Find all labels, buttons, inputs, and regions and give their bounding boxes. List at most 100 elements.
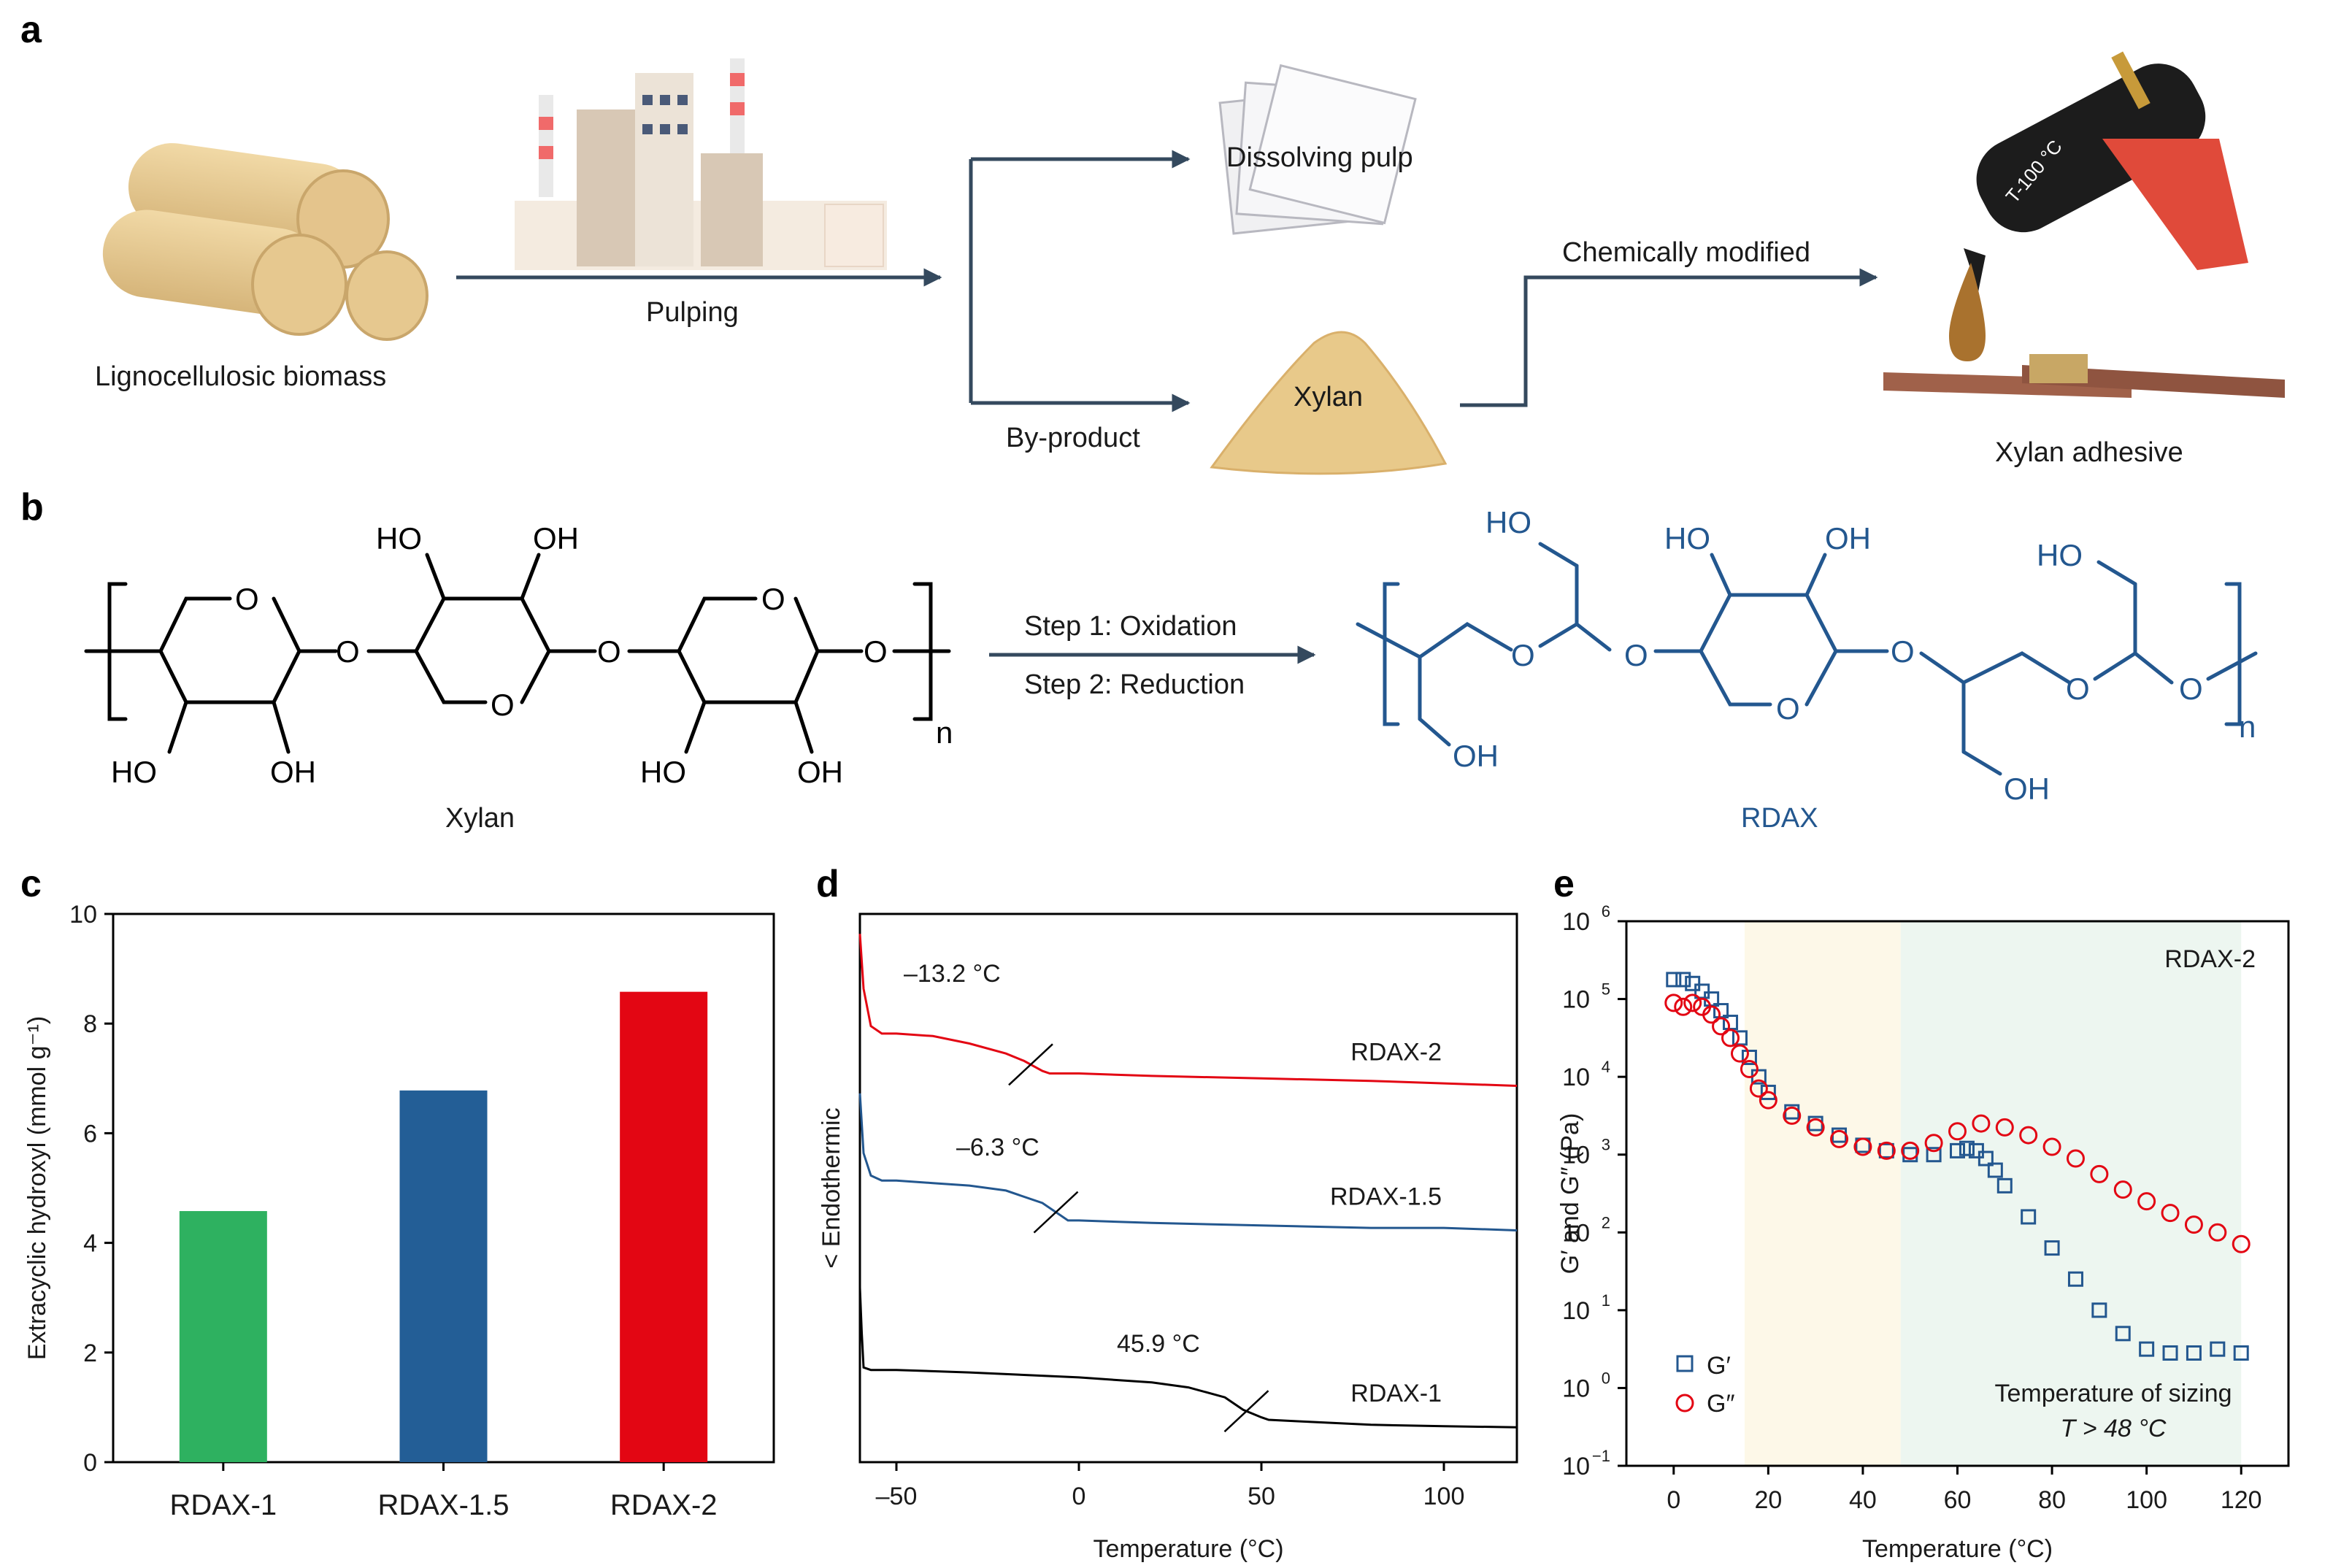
gprime-point bbox=[2091, 1302, 2107, 1318]
gdoubleprime-point bbox=[2161, 1204, 2180, 1223]
gprime-point bbox=[2210, 1341, 2226, 1357]
y-tick-label: 10 bbox=[1562, 1375, 1590, 1402]
y-tick-exponent: 4 bbox=[1602, 1058, 1610, 1076]
panel-label-d: d bbox=[816, 863, 839, 905]
gdoubleprime-point bbox=[1972, 1114, 1991, 1133]
gprime-point bbox=[1987, 1162, 2003, 1178]
biomass-label: Lignocellulosic biomass bbox=[95, 361, 386, 392]
xylan-label: Xylan bbox=[1294, 382, 1363, 412]
gdoubleprime-point bbox=[1853, 1137, 1872, 1156]
x-tick-label: 100 bbox=[2126, 1486, 2167, 1514]
svg-text:O: O bbox=[1511, 638, 1535, 672]
glue-gun-illustration: T-100 °C bbox=[1949, 51, 2248, 361]
legend-marker-gprime bbox=[1676, 1355, 1694, 1372]
gdoubleprime-point bbox=[1806, 1118, 1825, 1137]
svg-text:OH: OH bbox=[1825, 521, 1871, 556]
gdoubleprime-point bbox=[2066, 1149, 2085, 1168]
y-axis-label: < Endothermic bbox=[818, 1107, 845, 1268]
gdoubleprime-point bbox=[1901, 1141, 1920, 1160]
svg-text:HO: HO bbox=[2037, 538, 2083, 572]
wood-boards-illustration bbox=[1883, 354, 2285, 398]
svg-text:O: O bbox=[1891, 634, 1915, 669]
gprime-point bbox=[2186, 1345, 2202, 1361]
y-tick-label: 10 bbox=[1562, 908, 1590, 936]
gdoubleprime-point bbox=[1759, 1091, 1777, 1110]
panel-label-c: c bbox=[20, 863, 42, 905]
gprime-point bbox=[1950, 1142, 1965, 1158]
dissolving-pulp-label: Dissolving pulp bbox=[1226, 142, 1413, 173]
svg-text:OH: OH bbox=[2004, 772, 2050, 806]
svg-text:O: O bbox=[864, 634, 888, 669]
gdoubleprime-point bbox=[2232, 1234, 2251, 1253]
curve-rdax-1 bbox=[858, 1287, 1518, 1429]
svg-text:O: O bbox=[1776, 691, 1800, 726]
tg-marker bbox=[1033, 1191, 1079, 1234]
x-tick-label: 80 bbox=[2038, 1486, 2066, 1514]
x-axis-label: Temperature (°C) bbox=[1862, 1535, 2053, 1563]
gdoubleprime-point bbox=[1712, 1017, 1731, 1036]
svg-text:O: O bbox=[761, 582, 785, 616]
x-tick-label: RDAX-1.5 bbox=[377, 1489, 509, 1521]
y-tick-label: 8 bbox=[83, 1010, 97, 1038]
gprime-point bbox=[2021, 1209, 2037, 1225]
gprime-point bbox=[1760, 1084, 1776, 1100]
rdax-name: RDAX bbox=[1741, 803, 1818, 834]
gdoubleprime-point bbox=[1702, 1005, 1721, 1024]
tg-label: –6.3 °C bbox=[956, 1134, 1039, 1161]
plot-frame bbox=[858, 912, 1518, 1464]
svg-text:HO: HO bbox=[1485, 505, 1531, 539]
gprime-point bbox=[1732, 1030, 1748, 1046]
svg-text:OH: OH bbox=[533, 521, 579, 556]
gdoubleprime-point bbox=[1924, 1134, 1943, 1153]
svg-text:OH: OH bbox=[797, 755, 843, 789]
svg-text:O: O bbox=[491, 688, 515, 722]
y-axis-label: Extracyclic hydroxyl (mmol g⁻¹) bbox=[23, 1016, 51, 1360]
x-tick-label: RDAX-1 bbox=[169, 1489, 277, 1521]
svg-text:HO: HO bbox=[640, 755, 686, 789]
x-tick-label: 60 bbox=[1944, 1486, 1972, 1514]
tg-marker bbox=[1223, 1390, 1269, 1433]
gdoubleprime-point bbox=[1674, 997, 1693, 1016]
gprime-point bbox=[1685, 975, 1701, 991]
svg-text:n: n bbox=[936, 715, 953, 750]
gprime-point bbox=[1978, 1150, 1994, 1167]
gdoubleprime-point bbox=[2113, 1180, 2132, 1199]
dsc-chart: –50 0 50 100 Temperature (°C) < Endothermic RD… bbox=[818, 912, 1518, 1563]
gdoubleprime-point bbox=[1948, 1122, 1967, 1141]
xylan-name: Xylan bbox=[445, 803, 515, 834]
gdoubleprime-point bbox=[2184, 1215, 2203, 1234]
chem-mod-arrow bbox=[1460, 268, 1878, 407]
gdoubleprime-point bbox=[1830, 1129, 1849, 1148]
panel-label-e: e bbox=[1553, 863, 1575, 905]
y-tick-label: 10 bbox=[1562, 1297, 1590, 1325]
x-tick-label: 20 bbox=[1754, 1486, 1782, 1514]
gprime-point bbox=[1959, 1140, 1975, 1156]
gprime-point bbox=[1968, 1142, 1984, 1158]
gprime-point bbox=[1666, 972, 1682, 988]
gprime-point bbox=[1878, 1142, 1894, 1158]
svg-text:O: O bbox=[336, 634, 360, 669]
bar-rdax-1.5 bbox=[399, 1090, 488, 1462]
series-label: RDAX-2 bbox=[1350, 1039, 1442, 1067]
paper-sheets-illustration bbox=[1218, 64, 1417, 235]
gdoubleprime-point bbox=[1783, 1106, 1802, 1125]
tg-label: 45.9 °C bbox=[1117, 1330, 1200, 1358]
panel-label-b: b bbox=[20, 486, 44, 529]
legend-label-gdoubleprime: G″ bbox=[1707, 1390, 1734, 1418]
legend-label-gprime: G′ bbox=[1707, 1352, 1731, 1380]
svg-text:OH: OH bbox=[1453, 739, 1499, 773]
gprime-point bbox=[1996, 1177, 2013, 1194]
y-tick-label: 2 bbox=[83, 1340, 97, 1367]
curve-rdax-2 bbox=[858, 934, 1518, 1087]
gprime-point bbox=[1741, 1050, 1757, 1065]
curve-rdax-1.5 bbox=[858, 1093, 1518, 1231]
x-tick-label: 100 bbox=[1423, 1483, 1465, 1510]
y-tick-label: 6 bbox=[83, 1120, 97, 1148]
gdoubleprime-point bbox=[1664, 994, 1683, 1012]
y-tick-exponent: 2 bbox=[1602, 1213, 1610, 1231]
gprime-point bbox=[2044, 1240, 2060, 1256]
y-tick-label: 10 bbox=[1562, 1453, 1590, 1480]
gprime-point bbox=[2233, 1345, 2249, 1361]
gprime-point bbox=[2067, 1271, 2083, 1287]
